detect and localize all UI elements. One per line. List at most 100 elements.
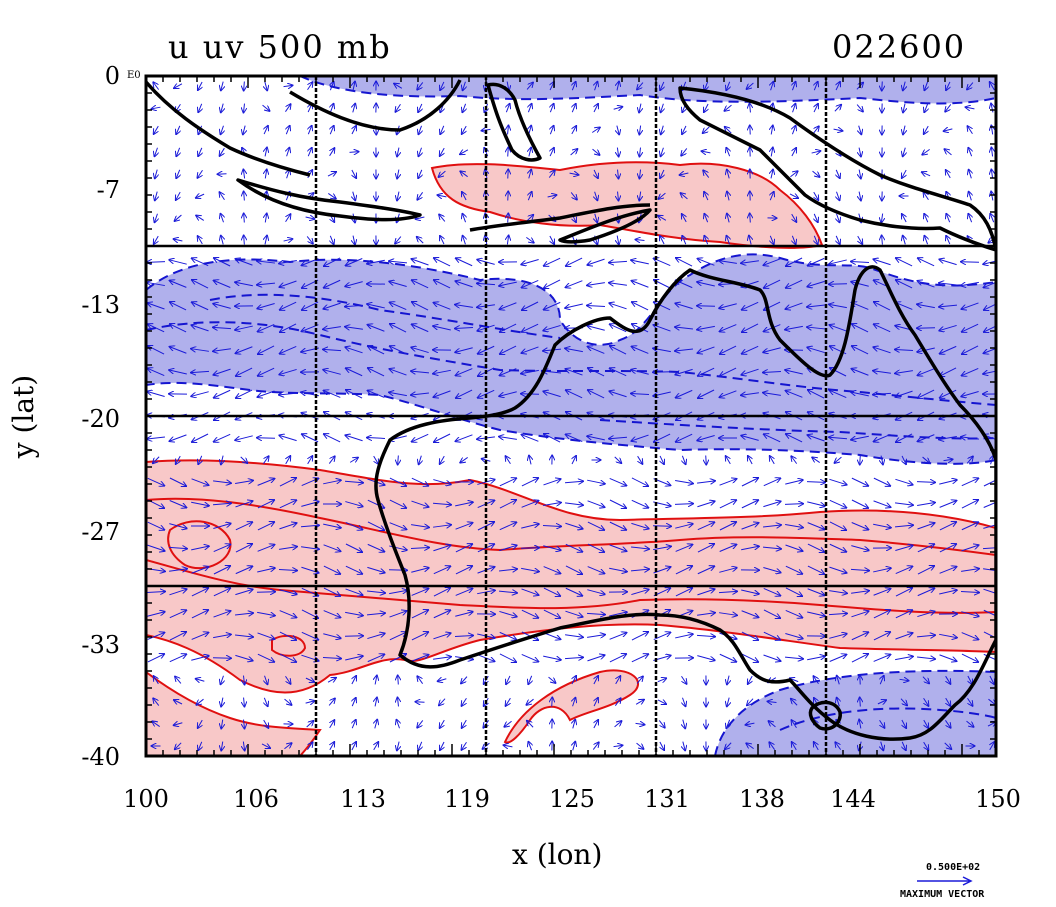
wind-vector <box>323 544 341 551</box>
wind-vector <box>924 103 927 112</box>
wind-vector <box>279 547 297 550</box>
wind-vector <box>566 412 583 421</box>
wind-vector <box>983 260 996 264</box>
wind-vector <box>323 302 341 309</box>
wind-vector <box>398 455 399 465</box>
wind-vector <box>988 236 996 242</box>
wind-vector <box>154 125 159 134</box>
wind-vector <box>790 171 797 178</box>
wind-vector <box>353 213 355 223</box>
wind-vector <box>397 213 400 223</box>
wind-vector <box>484 148 487 157</box>
wind-vector <box>375 698 377 707</box>
wind-vector <box>617 235 619 245</box>
wind-vector <box>829 499 846 507</box>
wind-vector <box>477 633 495 638</box>
wind-vector <box>792 213 797 222</box>
wind-vector <box>768 678 777 683</box>
positive-u-region <box>146 459 996 694</box>
wind-vector <box>896 411 913 420</box>
wind-vector <box>609 303 627 310</box>
wind-vector <box>368 325 385 332</box>
positive-contour <box>271 634 307 657</box>
wind-vector <box>477 590 495 593</box>
wind-vector <box>286 192 289 201</box>
wind-vector <box>565 635 583 638</box>
wind-vector <box>235 566 252 575</box>
wind-vector <box>829 304 847 307</box>
y-tick-label: -20 <box>81 405 120 433</box>
x-tick-label: 144 <box>830 785 876 813</box>
x-tick-label: 131 <box>644 785 690 813</box>
wind-vector <box>323 633 340 639</box>
wind-vector <box>917 523 935 530</box>
wind-vector <box>639 169 640 179</box>
wind-vector <box>859 125 862 135</box>
wind-vector <box>902 169 906 178</box>
wind-vector <box>389 545 407 550</box>
wind-vector <box>837 191 840 200</box>
wind-vector <box>504 720 512 726</box>
wind-vector <box>991 170 992 179</box>
wind-vector <box>191 656 208 661</box>
wind-vector <box>828 613 847 614</box>
wind-vector <box>852 346 869 355</box>
wind-vector <box>243 170 244 179</box>
wind-vector <box>639 147 640 157</box>
wind-vector <box>411 525 429 528</box>
positive-contour <box>146 497 996 556</box>
wind-vector <box>983 653 996 661</box>
wind-vector <box>984 435 996 441</box>
wind-vector <box>785 632 802 638</box>
wind-vector <box>680 173 689 175</box>
wind-vector <box>499 653 516 662</box>
wind-vector <box>196 194 205 198</box>
wind-vector <box>170 434 187 441</box>
wind-vector <box>308 170 312 179</box>
wind-vector <box>279 653 296 662</box>
wind-vector <box>808 435 825 442</box>
wind-vector <box>741 280 759 287</box>
wind-vector <box>147 521 164 530</box>
wind-vector <box>814 676 819 685</box>
wind-vector <box>485 236 487 245</box>
wind-vector <box>658 216 667 221</box>
wind-vector <box>169 610 186 619</box>
wind-vector <box>543 371 562 373</box>
wind-vector <box>257 414 275 417</box>
wind-vector <box>902 455 906 464</box>
wind-vector <box>323 610 341 618</box>
wind-vector <box>573 698 576 707</box>
wind-vector <box>618 191 619 201</box>
wind-vector <box>367 259 385 264</box>
wind-vector <box>153 698 160 706</box>
wind-vector <box>432 503 451 504</box>
wind-vector <box>917 304 935 307</box>
wind-vector <box>330 126 333 135</box>
wind-vector <box>302 324 319 332</box>
wind-vector <box>499 569 517 571</box>
wind-vector <box>764 301 781 310</box>
wind-vector <box>829 478 846 484</box>
wind-vector <box>345 347 363 354</box>
wind-vector <box>499 545 516 552</box>
wind-vector <box>244 719 245 729</box>
wind-vector <box>764 258 781 265</box>
wind-vector <box>984 325 996 332</box>
wind-vector <box>526 83 533 90</box>
wind-vector <box>727 214 729 223</box>
wind-vector <box>763 347 781 353</box>
wind-vector <box>697 655 714 661</box>
wind-vector <box>609 654 626 663</box>
wind-vector <box>352 169 356 178</box>
wind-vector <box>873 523 891 527</box>
wind-vector <box>544 257 561 266</box>
wind-vector <box>279 631 296 640</box>
wind-vector <box>395 236 402 244</box>
wind-vector <box>279 589 296 594</box>
wind-vector <box>477 324 495 331</box>
wind-vector <box>807 565 824 574</box>
legend-magnitude: 0.500E+02 <box>926 862 981 873</box>
wind-vector <box>587 479 605 484</box>
wind-vector <box>829 655 847 662</box>
